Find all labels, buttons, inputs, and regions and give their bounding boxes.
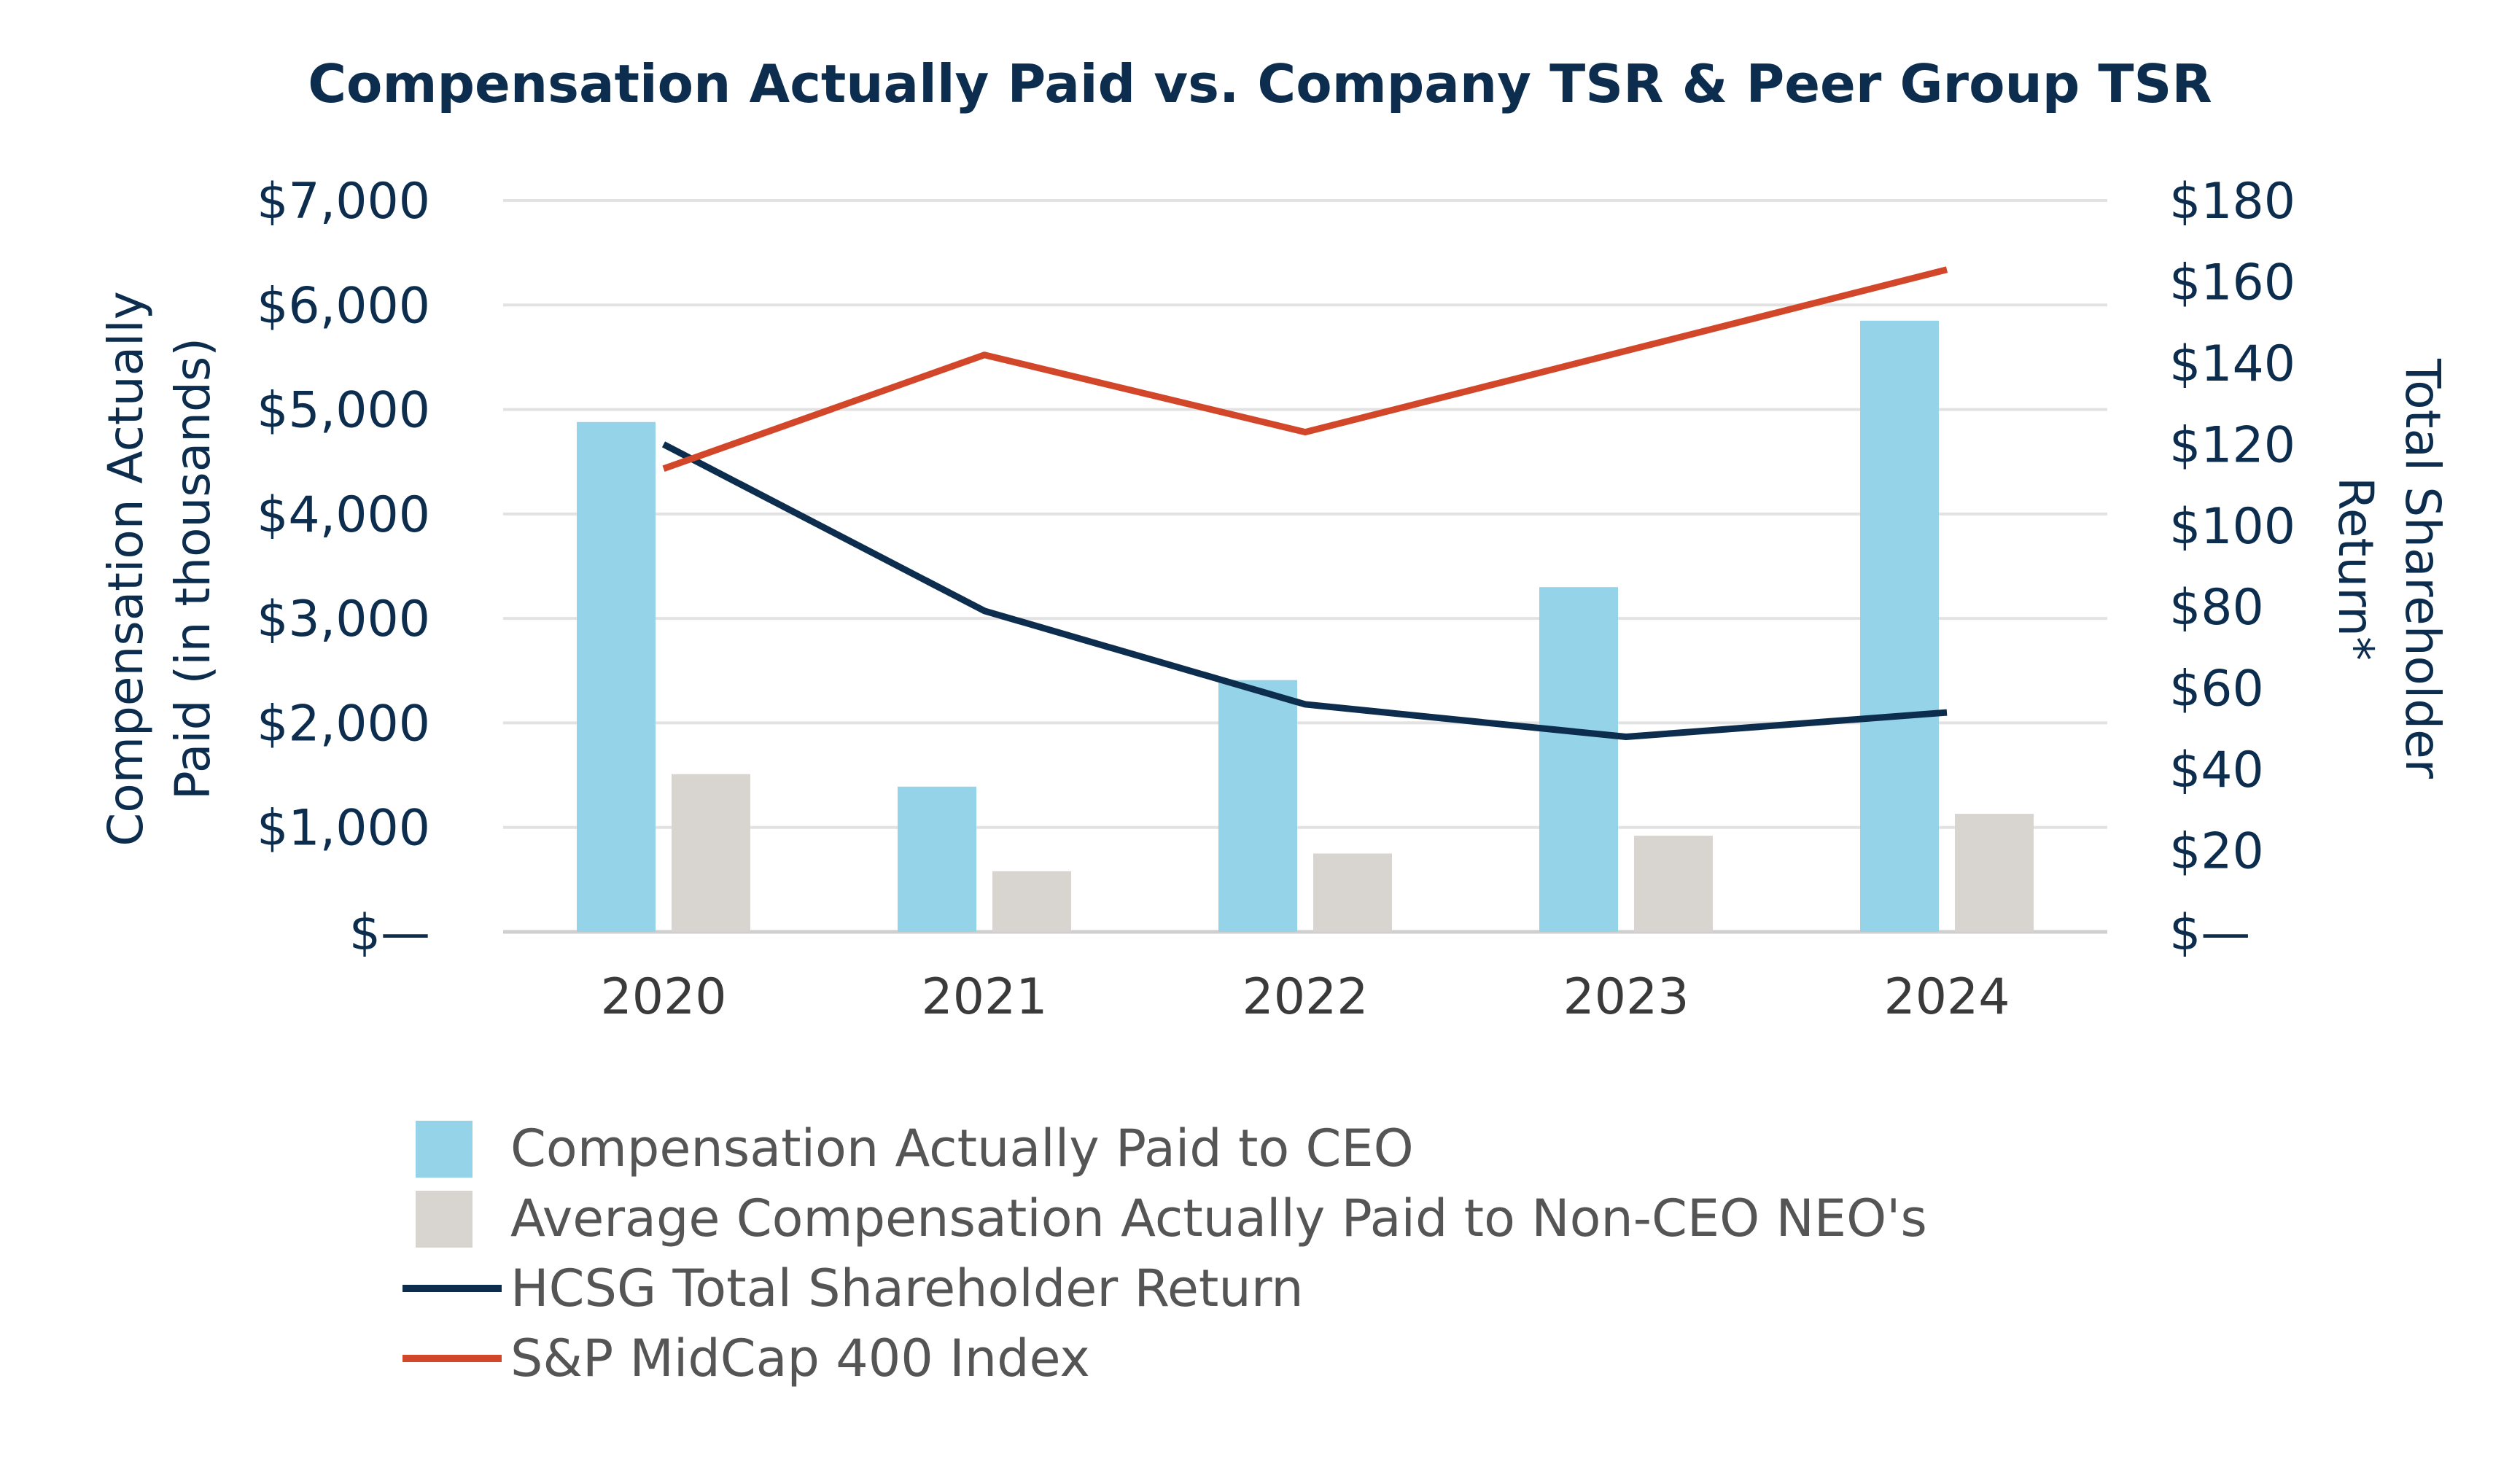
left-tick-label: $3,000 (257, 591, 430, 648)
right-tick-label: $80 (2169, 579, 2264, 637)
right-axis-label-line-1: Total Shareholder (2395, 358, 2451, 779)
right-tick-label: $60 (2169, 661, 2264, 718)
right-tick-label: $— (2169, 904, 2250, 962)
left-tick-label: $2,000 (257, 695, 430, 752)
right-tick-label: $180 (2169, 173, 2295, 230)
left-tick-label: $1,000 (257, 800, 430, 858)
legend-label: Compensation Actually Paid to CEO (510, 1119, 1414, 1178)
x-tick-label: 2023 (1563, 968, 1689, 1026)
neo-cap-bar (1634, 836, 1713, 932)
right-axis-label: Total Shareholder Return* (2328, 358, 2451, 779)
left-tick-label: $7,000 (257, 173, 430, 230)
neo-cap-bar (1955, 814, 2034, 932)
left-tick-label: $5,000 (257, 382, 430, 440)
right-tick-label: $20 (2169, 823, 2264, 881)
left-tick-label: $6,000 (257, 277, 430, 335)
left-axis-label-line-2: Paid (in thousands) (165, 338, 221, 800)
bar-layer (577, 320, 2034, 932)
neo-cap-bar (992, 871, 1071, 932)
neo-cap-bar (672, 774, 750, 932)
right-tick-label: $140 (2169, 335, 2295, 393)
gridlines (503, 199, 2107, 934)
left-axis-ticks: $— $1,000 $2,000 $3,000 $4,000 $5,000 $6,000 $7… (257, 173, 430, 962)
right-axis-label-line-2: Return* (2328, 477, 2384, 661)
x-tick-label: 2020 (600, 968, 726, 1026)
legend-swatch (416, 1191, 472, 1248)
sp-midcap-400-line (662, 266, 1948, 472)
right-tick-label: $40 (2169, 742, 2264, 799)
right-tick-label: $160 (2169, 254, 2295, 311)
legend-label: HCSG Total Shareholder Return (510, 1259, 1304, 1318)
x-tick-label: 2022 (1242, 968, 1368, 1026)
legend-swatch (416, 1121, 472, 1178)
left-axis-label: Compensation Actually Paid (in thousands… (98, 291, 221, 846)
right-axis-ticks: $— $20 $40 $60 $80 $100 $120 $140 $160 $180 (2169, 173, 2295, 962)
ceo-cap-bar (898, 786, 976, 932)
left-tick-label: $— (349, 904, 430, 962)
right-tick-label: $100 (2169, 498, 2295, 556)
chart-title: Compensation Actually Paid vs. Company T… (308, 53, 2212, 114)
neo-cap-bar (1313, 853, 1392, 932)
left-axis-label-line-1: Compensation Actually (98, 291, 154, 846)
hcsg-tsr-line (661, 441, 1948, 741)
right-tick-label: $120 (2169, 416, 2295, 474)
ceo-cap-bar (1218, 680, 1297, 932)
line-layer (661, 266, 1948, 741)
legend: Compensation Actually Paid to CEO Average… (402, 1119, 1927, 1388)
left-tick-label: $4,000 (257, 486, 430, 544)
x-axis-ticks: 2020 2021 2022 2023 2024 (600, 968, 2010, 1026)
legend-label: Average Compensation Actually Paid to No… (510, 1189, 1927, 1248)
ceo-cap-bar (1860, 320, 1939, 932)
x-tick-label: 2024 (1883, 968, 2010, 1026)
legend-label: S&P MidCap 400 Index (510, 1329, 1090, 1388)
x-tick-label: 2021 (921, 968, 1047, 1026)
ceo-cap-bar (1539, 587, 1618, 932)
ceo-cap-bar (577, 421, 656, 932)
